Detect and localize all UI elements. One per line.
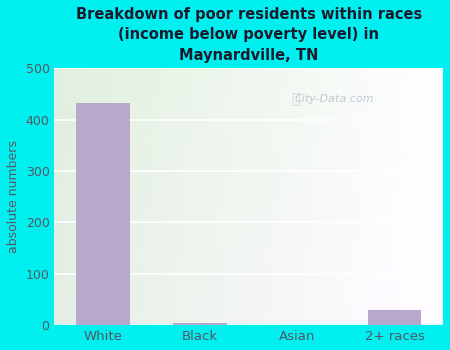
Text: City-Data.com: City-Data.com bbox=[294, 94, 374, 104]
Bar bbox=[368, 310, 421, 325]
Title: Breakdown of poor residents within races
(income below poverty level) in
Maynard: Breakdown of poor residents within races… bbox=[76, 7, 422, 63]
Text: ⌕: ⌕ bbox=[291, 92, 300, 106]
Y-axis label: absolute numbers: absolute numbers bbox=[7, 140, 20, 253]
Bar bbox=[173, 323, 227, 325]
Bar bbox=[76, 103, 130, 325]
